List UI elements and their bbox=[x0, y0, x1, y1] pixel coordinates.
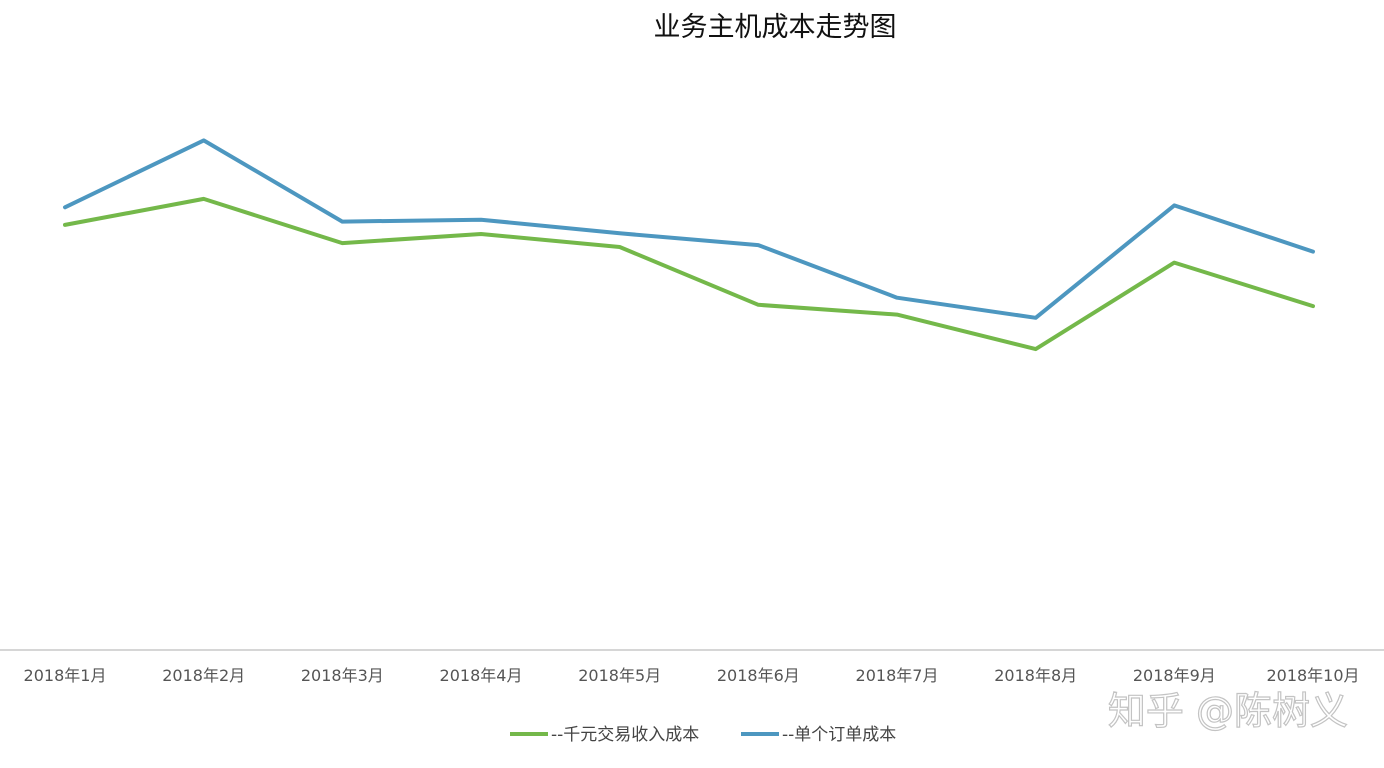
x-tick-label: 2018年2月 bbox=[162, 666, 245, 685]
x-tick-labels: 2018年1月 2018年2月 2018年3月 2018年4月 2018年5月 2018年… bbox=[24, 666, 1360, 685]
chart-title: 业务主机成本走势图 bbox=[654, 12, 897, 43]
legend-label-1: --单个订单成本 bbox=[782, 725, 896, 745]
series-line-0 bbox=[63, 196, 1315, 352]
x-tick-label: 2018年5月 bbox=[578, 666, 661, 685]
x-tick-label: 2018年7月 bbox=[856, 666, 939, 685]
x-tick-label: 2018年1月 bbox=[24, 666, 107, 685]
watermark-zhihu: 知乎 @陈树义 bbox=[1108, 689, 1348, 733]
series-line-1 bbox=[63, 138, 1315, 320]
x-tick-label: 2018年8月 bbox=[994, 666, 1077, 685]
x-tick-label: 2018年6月 bbox=[717, 666, 800, 685]
x-tick-label: 2018年3月 bbox=[301, 666, 384, 685]
x-tick-label: 2018年9月 bbox=[1133, 666, 1216, 685]
legend: --千元交易收入成本 --单个订单成本 bbox=[510, 725, 896, 745]
x-tick-label: 2018年4月 bbox=[440, 666, 523, 685]
series-layer bbox=[63, 138, 1315, 352]
legend-label-0: --千元交易收入成本 bbox=[551, 725, 699, 745]
x-tick-label: 2018年10月 bbox=[1266, 666, 1359, 685]
